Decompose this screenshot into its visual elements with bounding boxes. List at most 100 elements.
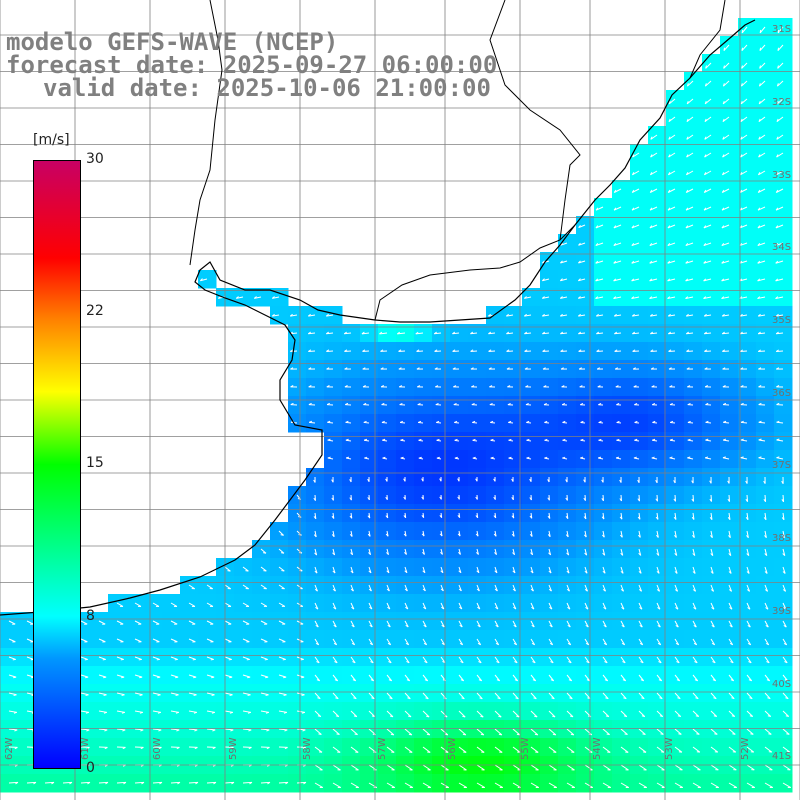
wind-arrow-head xyxy=(418,438,422,441)
wind-arrow xyxy=(188,620,196,625)
wind-arrow xyxy=(764,746,773,753)
wind-arrow-head xyxy=(740,402,744,406)
speed-cell xyxy=(450,432,469,451)
wind-arrow-head xyxy=(722,136,725,140)
wind-arrow-head xyxy=(631,225,635,229)
wind-arrow-head xyxy=(578,260,581,264)
wind-arrow xyxy=(350,764,359,771)
wind-arrow xyxy=(667,206,676,211)
wind-arrow-head xyxy=(567,642,571,646)
wind-arrow xyxy=(116,602,124,607)
speed-cell xyxy=(702,450,721,469)
wind-arrow xyxy=(710,692,717,700)
wind-arrow xyxy=(741,26,748,34)
wind-arrow xyxy=(296,548,303,554)
wind-arrow xyxy=(350,710,358,718)
wind-arrow-head xyxy=(637,498,640,502)
wind-arrow xyxy=(188,602,196,607)
wind-arrow-head xyxy=(247,676,251,679)
wind-arrow-head xyxy=(605,697,609,700)
wind-arrow-head xyxy=(422,551,425,555)
wind-arrow xyxy=(668,98,676,105)
speed-cell xyxy=(774,270,793,289)
wind-arrow-head xyxy=(326,349,330,352)
wind-arrow xyxy=(578,332,586,335)
wind-arrow xyxy=(548,602,553,610)
speed-cell xyxy=(702,198,721,217)
wind-arrow-head xyxy=(318,733,322,735)
wind-arrow-head xyxy=(560,242,563,246)
speed-cell xyxy=(576,450,595,469)
speed-cell xyxy=(702,378,721,397)
wind-arrow-head xyxy=(457,496,460,500)
wind-arrow-head xyxy=(368,552,371,556)
wind-arrow xyxy=(613,242,622,247)
speed-cell xyxy=(774,72,793,91)
speed-cell xyxy=(630,288,649,307)
speed-cell xyxy=(738,162,757,181)
wind-arrow-head xyxy=(369,624,373,628)
wind-arrow xyxy=(668,152,676,158)
wind-arrow xyxy=(764,548,768,556)
wind-arrow xyxy=(686,134,694,140)
wind-arrow-head xyxy=(776,367,780,370)
wind-arrow-head xyxy=(51,781,55,785)
speed-cell xyxy=(558,288,577,307)
wind-arrow-head xyxy=(457,533,461,537)
wind-arrow-head xyxy=(723,65,725,69)
wind-arrow xyxy=(236,296,244,299)
wind-arrow xyxy=(422,728,431,736)
wind-arrow-head xyxy=(316,679,320,682)
wind-arrow-head xyxy=(387,642,391,646)
speed-cell xyxy=(630,360,649,379)
wind-arrow-head xyxy=(439,533,443,537)
wind-arrow-head xyxy=(547,479,550,483)
speed-cell xyxy=(450,450,469,469)
wind-arrow xyxy=(692,602,697,610)
wind-arrow-head xyxy=(103,676,107,679)
speed-cell xyxy=(432,396,451,415)
wind-arrow xyxy=(224,692,233,696)
wind-arrow xyxy=(278,674,287,678)
wind-arrow xyxy=(440,638,446,646)
wind-arrow xyxy=(584,602,589,610)
wind-arrow-head xyxy=(308,349,312,352)
wind-arrow-head xyxy=(595,207,599,211)
wind-arrow-head xyxy=(407,697,411,700)
wind-arrow-head xyxy=(495,624,499,628)
wind-arrow xyxy=(674,638,680,646)
wind-arrow xyxy=(206,710,215,713)
wind-arrow xyxy=(668,134,676,140)
wind-arrow-head xyxy=(332,570,336,574)
wind-arrow-head xyxy=(471,402,475,406)
wind-arrow-head xyxy=(552,733,556,736)
wind-arrow-head xyxy=(622,661,626,664)
wind-arrow xyxy=(758,439,766,442)
wind-arrow-head xyxy=(727,498,730,502)
speed-cell xyxy=(324,324,343,343)
speed-cell xyxy=(558,396,577,415)
wind-arrow xyxy=(332,656,338,664)
wind-arrow-head xyxy=(674,553,678,556)
speed-cell xyxy=(360,360,379,379)
wind-arrow xyxy=(674,620,679,628)
wind-arrow xyxy=(332,692,339,700)
wind-arrow-head xyxy=(613,313,617,317)
wind-arrow-head xyxy=(615,456,620,459)
speed-cell xyxy=(522,306,541,325)
wind-arrow xyxy=(386,638,392,646)
wind-arrow-head xyxy=(670,420,674,423)
wind-arrow-head xyxy=(781,517,785,521)
wind-arrow-head xyxy=(703,242,707,246)
wind-arrow xyxy=(595,278,604,282)
wind-arrow xyxy=(687,80,694,87)
speed-cell xyxy=(684,396,703,415)
wind-arrow-head xyxy=(461,697,465,700)
wind-arrow-head xyxy=(639,624,643,628)
wind-arrow xyxy=(703,206,712,211)
wind-arrow xyxy=(566,710,574,718)
wind-arrow-head xyxy=(381,420,385,423)
wind-arrow-head xyxy=(85,694,89,697)
wind-arrow-head xyxy=(714,733,718,735)
wind-arrow xyxy=(560,296,568,299)
